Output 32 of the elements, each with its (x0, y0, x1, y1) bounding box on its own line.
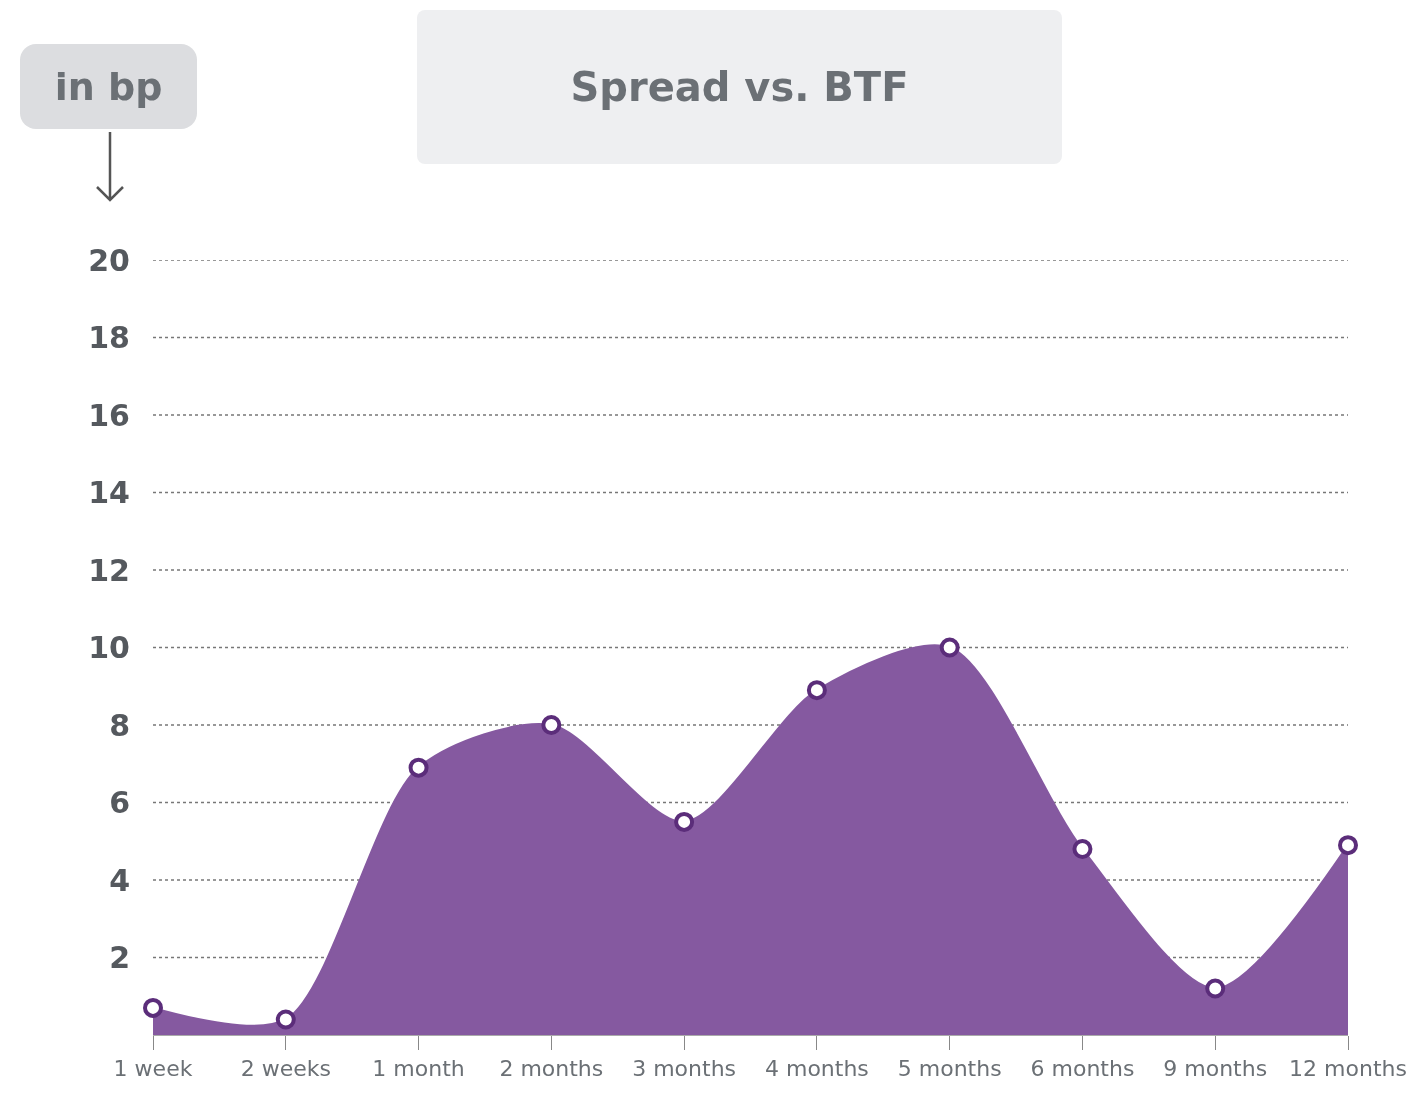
x-tick-label: 4 months (764, 1056, 869, 1082)
x-tick-label: 2 weeks (240, 1056, 331, 1082)
point (1338, 835, 1358, 856)
y-tick-label: 10 (88, 630, 130, 665)
point (1072, 839, 1093, 859)
y-tick-label: 20 (88, 242, 130, 278)
x-tick-label: 5 months (897, 1056, 1002, 1082)
x-tick-label: 9 months (1163, 1056, 1268, 1082)
point (674, 811, 695, 832)
y-axis-title: in bp (20, 44, 197, 129)
point (275, 1009, 296, 1030)
y-tick-label: 14 (88, 475, 130, 510)
y-tick-label: 16 (88, 397, 130, 433)
y-tick-label: 8 (109, 707, 130, 743)
y-tick-label: 18 (88, 320, 130, 355)
point (939, 637, 960, 658)
point (1205, 978, 1226, 999)
chart-title: Spread vs. BTF (417, 10, 1062, 164)
x-tick-label: 1 month (372, 1056, 465, 1082)
y-tick-label: 2 (109, 940, 130, 975)
x-tick-label: 3 months (632, 1056, 737, 1082)
point (143, 997, 163, 1018)
point (541, 715, 562, 735)
x-tick-label: 1 week (113, 1056, 193, 1082)
point (408, 757, 429, 778)
y-tick-label: 4 (109, 862, 130, 898)
point (806, 680, 827, 701)
y-tick-label: 12 (88, 552, 130, 588)
y-tick-label: 6 (109, 785, 130, 820)
x-tick-label: 6 months (1030, 1056, 1135, 1082)
x-tick-label: 12 months (1289, 1056, 1407, 1082)
x-tick-label: 2 months (499, 1056, 604, 1082)
